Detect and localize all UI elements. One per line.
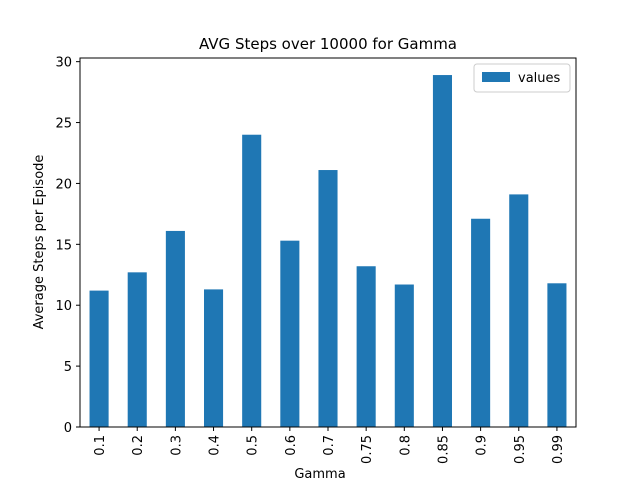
y-tick-label: 5 <box>64 360 72 375</box>
x-tick-label: 0.9 <box>475 435 490 456</box>
legend-swatch <box>482 72 510 82</box>
y-tick-label: 25 <box>55 117 72 132</box>
bar <box>394 284 414 427</box>
x-tick-label: 0.4 <box>208 435 223 456</box>
bar <box>242 134 262 427</box>
legend-box <box>473 63 571 93</box>
x-tick-label: 0.95 <box>513 435 528 464</box>
legend-label: values <box>518 71 561 86</box>
bar <box>165 230 185 427</box>
x-tick-label: 0.2 <box>131 435 146 456</box>
y-tick-label: 30 <box>55 56 72 71</box>
x-tick-label: 0.75 <box>360 435 375 464</box>
x-tick-label: 0.1 <box>93 435 108 456</box>
x-tick-label: 0.99 <box>551 435 566 464</box>
x-tick-label: 0.8 <box>398 435 413 456</box>
x-tick-label: 0.5 <box>246 435 261 456</box>
bar <box>280 240 300 427</box>
bar <box>547 283 567 427</box>
bar <box>127 272 147 427</box>
plot-frame <box>79 57 577 428</box>
x-tick-label: 0.3 <box>169 435 184 456</box>
y-tick-label: 10 <box>55 299 72 314</box>
bar <box>471 218 491 427</box>
chart-title: AVG Steps over 10000 for Gamma <box>199 35 457 53</box>
y-axis-label: Average Steps per Episode <box>32 155 47 330</box>
bar <box>89 290 109 427</box>
y-tick-label: 0 <box>64 421 72 436</box>
bar <box>432 75 452 428</box>
x-axis-label: Gamma <box>294 467 345 480</box>
bar <box>318 170 338 427</box>
y-tick-label: 20 <box>55 177 72 192</box>
y-tick-label: 15 <box>55 238 72 253</box>
bar <box>509 194 529 427</box>
x-tick-label: 0.85 <box>436 435 451 464</box>
x-tick-label: 0.7 <box>322 435 337 456</box>
bar <box>356 266 376 427</box>
x-tick-label: 0.6 <box>284 435 299 456</box>
bar <box>204 289 224 427</box>
